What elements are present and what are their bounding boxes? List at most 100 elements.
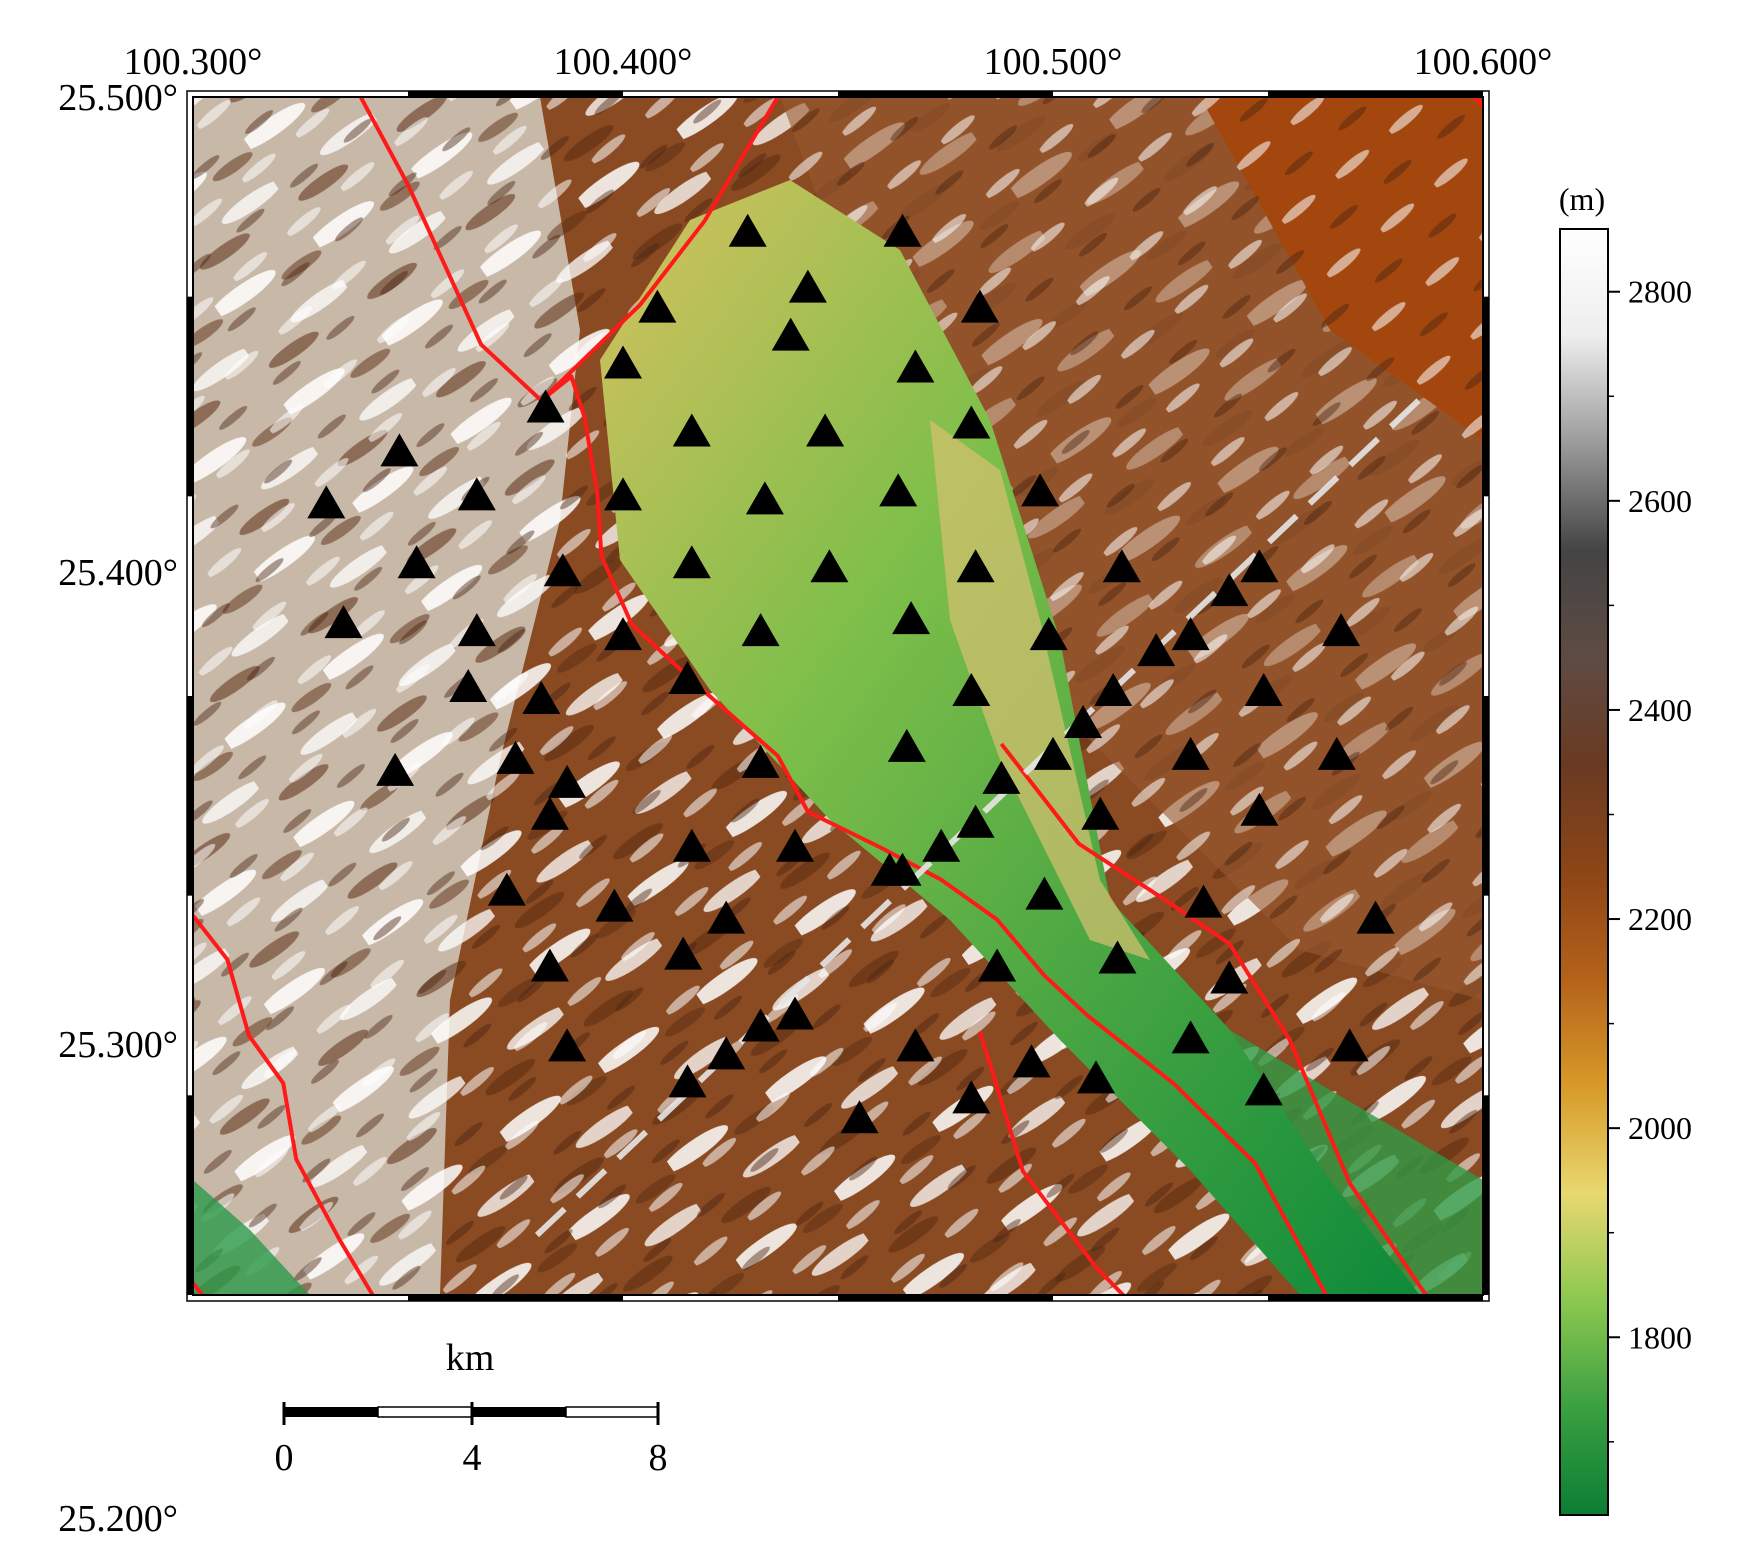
station-triangle-22 (672, 545, 711, 579)
station-triangle-53 (530, 796, 569, 830)
station-triangle-61 (883, 852, 922, 886)
station-triangle-16 (604, 477, 642, 511)
station-triangle-83 (952, 1080, 991, 1114)
station-triangle-17 (745, 481, 784, 515)
station-triangle-58 (956, 804, 995, 838)
station-triangle-77 (1330, 1028, 1369, 1062)
station-triangle-7 (604, 345, 642, 379)
station-triangle-6 (771, 317, 810, 351)
lat-label-3: 25.300° (58, 1024, 178, 1066)
station-triangle-23 (810, 549, 849, 583)
station-triangle-78 (548, 1028, 587, 1062)
station-triangle-75 (896, 1028, 935, 1062)
colorbar-label-2000: 2000 (1628, 1110, 1692, 1146)
station-triangle-82 (668, 1064, 707, 1098)
station-triangle-33 (1029, 617, 1068, 651)
station-triangle-76 (1171, 1020, 1210, 1054)
station-triangle-32 (892, 601, 931, 635)
station-triangle-80 (1012, 1044, 1051, 1078)
station-triangle-26 (1240, 549, 1279, 583)
scale-label-0: 0 (275, 1437, 294, 1479)
station-triangle-68 (664, 936, 703, 970)
station-triangle-10 (672, 413, 711, 447)
station-triangle-66 (707, 900, 746, 934)
station-triangle-73 (776, 996, 814, 1030)
station-triangle-36 (1322, 613, 1361, 647)
station-triangle-12 (952, 405, 991, 439)
station-markers (307, 213, 1395, 1134)
station-triangle-42 (1244, 673, 1283, 707)
map-frame (186, 90, 1490, 1302)
colorbar-unit: (m) (1559, 181, 1605, 217)
station-triangle-64 (1025, 876, 1064, 910)
station-triangle-52 (982, 760, 1021, 794)
lat-label-2: 25.400° (58, 552, 178, 594)
station-triangle-13 (380, 433, 419, 467)
station-triangle-8 (896, 349, 935, 383)
colorbar-label-2600: 2600 (1628, 483, 1692, 519)
fault-line-7 (193, 1281, 205, 1295)
station-triangle-70 (1098, 940, 1137, 974)
station-triangle-54 (1081, 796, 1120, 830)
station-triangle-37 (449, 669, 488, 703)
colorbar-ticks: 2800 2600 2400 2200 2000 1800 (1608, 274, 1692, 1443)
fault-line-1 (358, 97, 1329, 1295)
station-triangle-74 (741, 1008, 780, 1042)
station-triangle-9 (526, 389, 565, 423)
station-triangle-79 (707, 1036, 746, 1070)
lon-label-3: 100.500° (984, 41, 1123, 83)
station-triangle-18 (879, 473, 918, 507)
station-triangle-5 (960, 289, 999, 323)
station-triangle-56 (672, 828, 711, 862)
station-triangle-63 (595, 888, 634, 922)
station-triangle-35 (1171, 617, 1210, 651)
station-triangle-41 (1094, 673, 1133, 707)
station-triangle-39 (522, 680, 561, 714)
station-triangle-69 (530, 948, 569, 982)
fault-line-5 (977, 1030, 1126, 1295)
station-triangle-84 (1244, 1072, 1283, 1106)
station-triangle-43 (1064, 704, 1103, 738)
lat-label-1: 25.500° (58, 77, 178, 119)
frame-ticks (187, 91, 1489, 1301)
colorbar-ramp (1559, 228, 1609, 1516)
station-triangle-29 (457, 613, 496, 647)
station-triangle-31 (741, 613, 780, 647)
station-triangle-48 (1034, 736, 1072, 770)
station-triangle-44 (376, 752, 415, 786)
station-triangle-24 (956, 549, 995, 583)
station-triangle-40 (952, 673, 991, 707)
lon-label-2: 100.400° (554, 41, 693, 83)
station-triangle-19 (1021, 473, 1060, 507)
station-triangle-38 (668, 661, 707, 695)
station-triangle-85 (840, 1100, 879, 1134)
latitude-labels: 25.500° 25.400° 25.300° 25.200° (58, 77, 178, 1540)
station-triangle-47 (887, 728, 926, 762)
station-triangle-71 (978, 948, 1017, 982)
fault-line-6 (193, 914, 375, 1295)
scale-bar: km 0 4 8 (275, 1337, 668, 1479)
fault-lines (193, 97, 1483, 1295)
fault-line-2 (539, 97, 780, 402)
station-triangle-81 (1077, 1060, 1115, 1094)
station-triangle-72 (1210, 960, 1249, 994)
colorbar-label-2400: 2400 (1628, 692, 1692, 728)
colorbar-label-2800: 2800 (1628, 274, 1692, 310)
station-triangle-50 (1317, 736, 1356, 770)
station-triangle-34 (1137, 633, 1176, 667)
scale-unit: km (446, 1337, 495, 1379)
station-triangle-62 (487, 872, 526, 906)
station-triangle-4 (638, 289, 677, 323)
station-triangle-15 (457, 477, 496, 511)
station-triangle-55 (1240, 792, 1279, 826)
colorbar-label-1800: 1800 (1628, 1319, 1692, 1355)
lon-label-4: 100.600° (1414, 41, 1553, 83)
station-triangle-30 (604, 617, 642, 651)
station-triangle-27 (1210, 573, 1249, 607)
station-triangle-59 (922, 828, 961, 862)
longitude-labels: 100.300° 100.400° 100.500° 100.600° (124, 41, 1553, 83)
station-triangle-20 (397, 545, 436, 579)
fault-line-4 (999, 742, 1429, 1295)
station-triangle-67 (1356, 900, 1395, 934)
